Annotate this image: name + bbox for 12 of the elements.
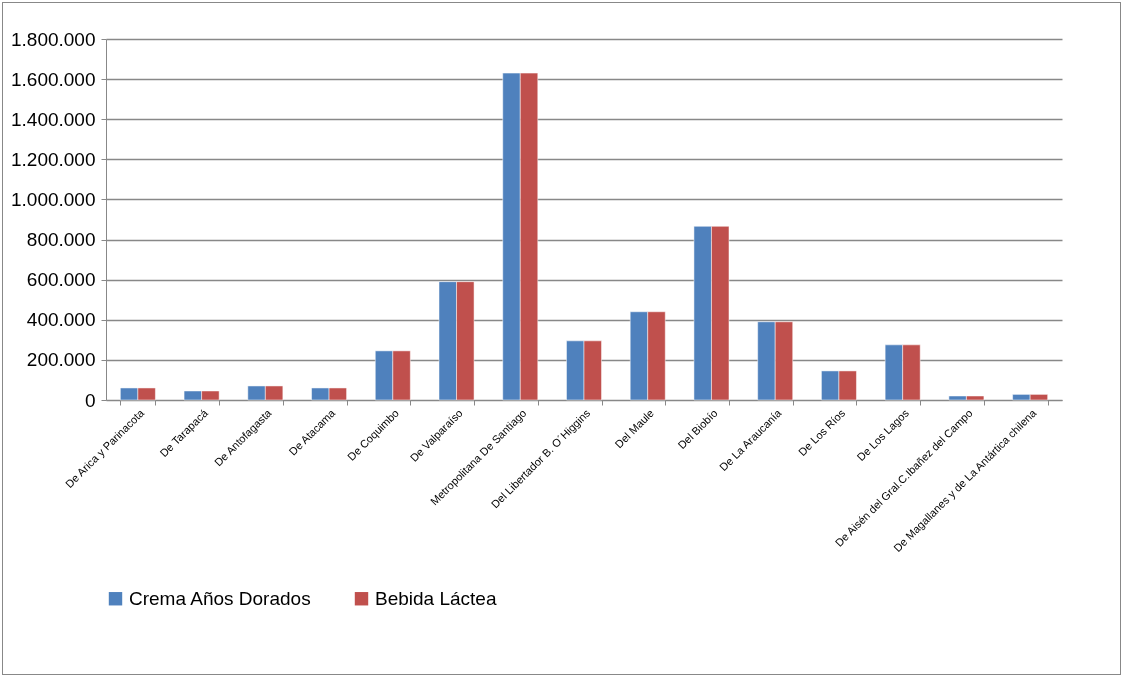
y-tick-label: 1.800.000 xyxy=(10,28,96,50)
legend-label: Bebida Láctea xyxy=(375,587,497,609)
y-tick-label: 1.200.000 xyxy=(10,148,96,170)
y-tick-label: 400.000 xyxy=(26,309,96,331)
y-tick-label: 600.000 xyxy=(26,269,96,291)
y-tick-label: 1.000.000 xyxy=(10,188,96,210)
y-tick-label: 1.400.000 xyxy=(10,108,96,130)
y-tick-label: 800.000 xyxy=(26,229,96,251)
legend-label: Crema Años Dorados xyxy=(129,587,311,609)
y-tick-label: 0 xyxy=(84,389,96,411)
y-tick-label: 1.600.000 xyxy=(10,68,96,90)
y-tick-label: 200.000 xyxy=(26,349,96,371)
